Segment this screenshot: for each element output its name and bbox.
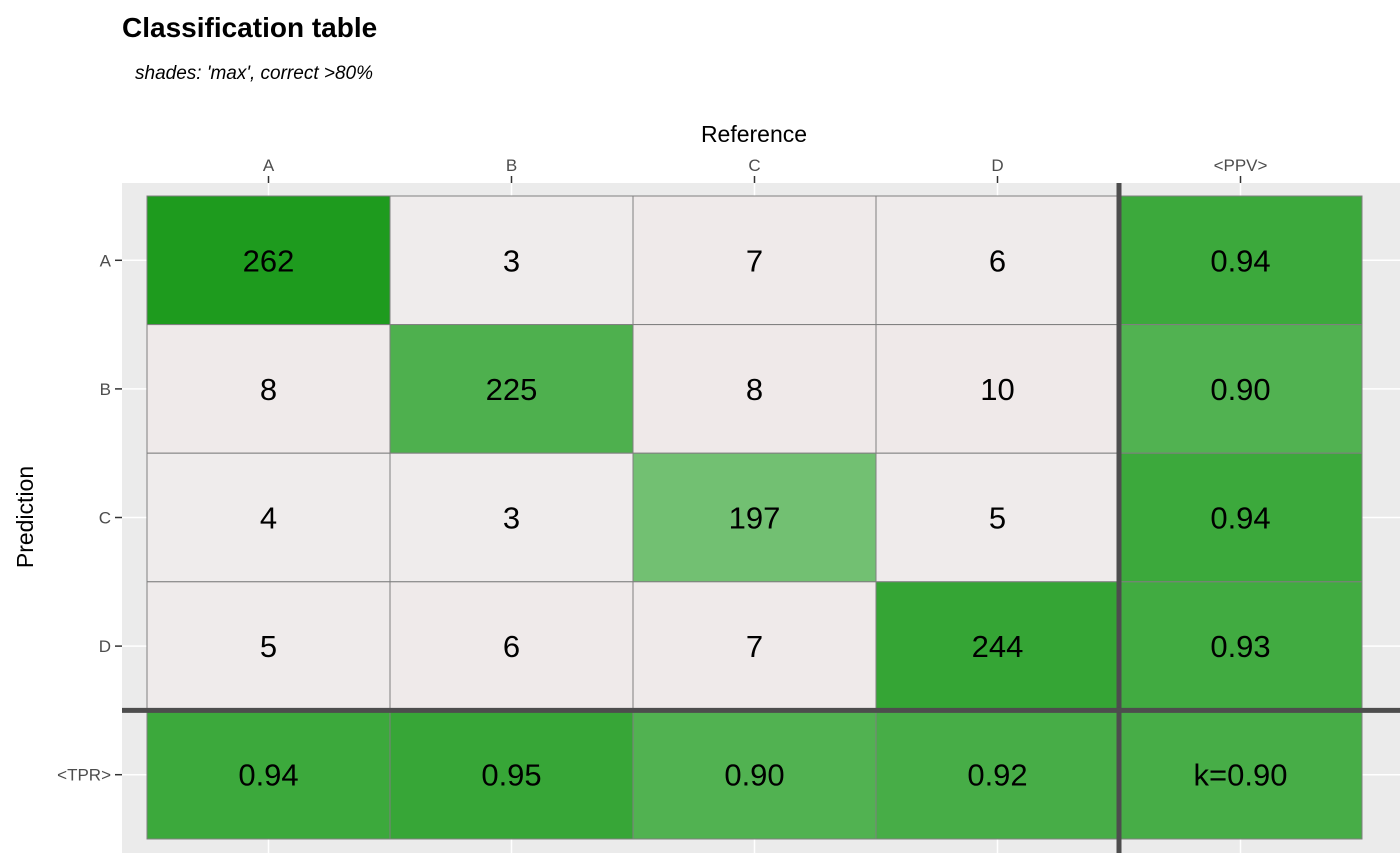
tpr-cell: [875, 709, 1120, 840]
x-tick-label: C: [748, 156, 760, 175]
y-tick-label: <TPR>: [57, 766, 111, 785]
tpr-cell: [632, 709, 877, 840]
x-tick-label: A: [263, 156, 275, 175]
kappa-cell: [1118, 709, 1363, 840]
matrix-cell: [632, 324, 877, 454]
matrix-label: 262: [243, 243, 295, 278]
separators: [122, 183, 1400, 853]
x-tick-label: <PPV>: [1214, 156, 1268, 175]
kappa-label: k=0.90: [1194, 758, 1288, 793]
matrix-cell: [632, 452, 877, 583]
tpr-label: 0.95: [481, 758, 541, 793]
matrix-label: 3: [503, 501, 520, 536]
matrix-cell: [632, 581, 877, 711]
matrix-label: 197: [729, 501, 781, 536]
y-tick-label: B: [100, 380, 111, 399]
matrix-label: 8: [746, 372, 763, 407]
x-axis-title: Reference: [701, 121, 807, 147]
matrix-cell: [389, 581, 634, 711]
matrix-cell: [875, 581, 1120, 711]
matrix-label: 6: [503, 629, 520, 664]
tpr-cell: [389, 709, 634, 840]
ppv-cell: [1118, 195, 1363, 326]
matrix-cell: [632, 195, 877, 326]
y-tick-label: D: [99, 637, 111, 656]
matrix-cell: [146, 452, 391, 583]
matrix-label: 6: [989, 243, 1006, 278]
y-tick-label: C: [99, 509, 111, 528]
ppv-label: 0.93: [1210, 629, 1270, 664]
matrix-label: 225: [486, 372, 538, 407]
y-axis-ticks: A B C D <TPR>: [57, 251, 122, 785]
ppv-cell: [1118, 324, 1363, 454]
matrix-label: 244: [972, 629, 1024, 664]
chart-title: Classification table: [122, 12, 377, 43]
matrix-label: 7: [746, 629, 763, 664]
matrix-cell: [146, 195, 391, 326]
tpr-label: 0.90: [724, 758, 784, 793]
y-axis-title: Prediction: [12, 466, 38, 568]
matrix-cell: [875, 452, 1120, 583]
matrix-label: 7: [746, 243, 763, 278]
ppv-label: 0.94: [1210, 501, 1270, 536]
matrix-cell: [146, 324, 391, 454]
x-tick-label: B: [506, 156, 517, 175]
y-tick-label: A: [100, 251, 112, 270]
ppv-cell: [1118, 581, 1363, 711]
x-tick-label: D: [991, 156, 1003, 175]
matrix-cell: [146, 581, 391, 711]
matrix-label: 4: [260, 501, 277, 536]
x-axis-ticks: A B C D <PPV>: [263, 156, 1268, 183]
matrix-label: 5: [260, 629, 277, 664]
matrix-label: 8: [260, 372, 277, 407]
chart-subtitle: shades: 'max', correct >80%: [135, 63, 373, 84]
matrix-label: 5: [989, 501, 1006, 536]
matrix-cell: [875, 195, 1120, 326]
ppv-cell: [1118, 452, 1363, 583]
ppv-label: 0.90: [1210, 372, 1270, 407]
table-cells: 262 3 7 6 8 225 8 10 4 3 197 5 5 6 7 244 0.94 0.90 0.94 0.9…: [146, 195, 1363, 840]
matrix-cell: [389, 195, 634, 326]
tpr-label: 0.94: [238, 758, 298, 793]
matrix-label: 10: [980, 372, 1014, 407]
ppv-label: 0.94: [1210, 243, 1270, 278]
matrix-cell: [389, 452, 634, 583]
tpr-label: 0.92: [967, 758, 1027, 793]
matrix-label: 3: [503, 243, 520, 278]
